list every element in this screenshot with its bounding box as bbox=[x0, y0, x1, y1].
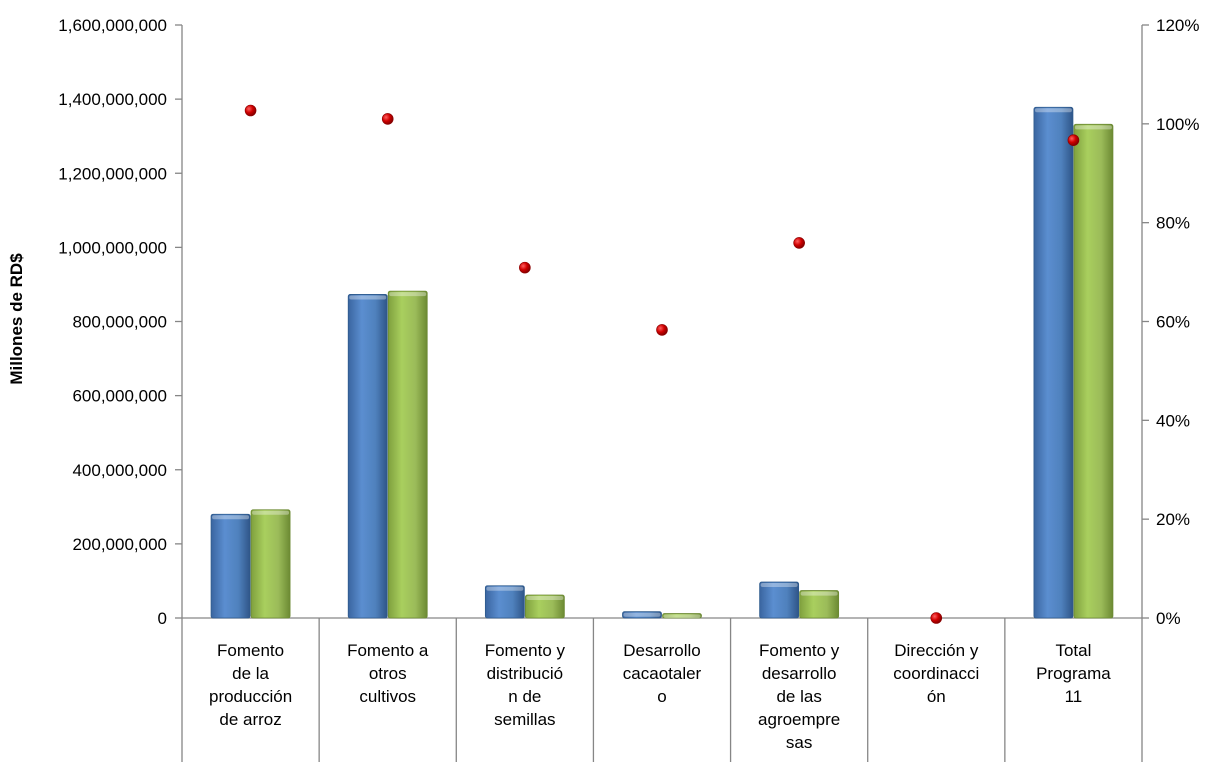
y-tick-label: 0 bbox=[158, 609, 167, 628]
points bbox=[244, 104, 1080, 624]
y-axis-title: Millones de RD$ bbox=[7, 253, 26, 385]
y-tick-label: 1,000,000,000 bbox=[58, 238, 167, 257]
bar-highlight bbox=[389, 292, 427, 297]
x-category-label: Fomento y distribució n de semillas bbox=[485, 641, 566, 729]
percent-point bbox=[1067, 134, 1080, 146]
y-tick-label: 800,000,000 bbox=[72, 313, 167, 332]
bar-highlight bbox=[623, 612, 661, 617]
bar-highlight bbox=[800, 591, 838, 596]
bar-series-1 bbox=[347, 294, 388, 619]
x-category-label: Desarrollo cacaotaler o bbox=[623, 641, 702, 706]
y-tick-label: 200,000,000 bbox=[72, 535, 167, 554]
percent-point bbox=[793, 237, 805, 249]
y2-tick-label: 120% bbox=[1156, 16, 1199, 35]
bar-highlight bbox=[760, 583, 798, 588]
bar-series-2 bbox=[1073, 123, 1114, 619]
bar-series-1 bbox=[1033, 106, 1074, 619]
bar-series-2 bbox=[250, 509, 291, 619]
y2-tick-label: 80% bbox=[1156, 214, 1190, 233]
bar-series-2 bbox=[387, 290, 428, 619]
labels: 0 200,000,000 400,000,000 600,000,000 800,00… bbox=[58, 16, 1199, 752]
y-tick-label: 1,400,000,000 bbox=[58, 90, 167, 109]
y2-tick-label: 0% bbox=[1156, 609, 1181, 628]
x-category-label: Fomento de la producción de arroz bbox=[209, 641, 292, 729]
bar-highlight bbox=[212, 515, 250, 520]
x-category-label: Total Programa 11 bbox=[1036, 641, 1111, 706]
bar-highlight bbox=[252, 510, 290, 515]
bar-series-2 bbox=[662, 613, 702, 619]
percent-point bbox=[930, 612, 943, 624]
bar-series-1 bbox=[759, 581, 800, 619]
bar-highlight bbox=[526, 596, 564, 601]
y2-tick-label: 100% bbox=[1156, 115, 1199, 134]
y2-tick-label: 40% bbox=[1156, 411, 1190, 430]
y-tick-label: 1,600,000,000 bbox=[58, 16, 167, 35]
bar-series-1 bbox=[622, 611, 662, 619]
percent-point bbox=[656, 324, 668, 336]
x-category-label: Dirección y coordinacci ón bbox=[893, 641, 979, 706]
x-category-label: Fomento y desarrollo de las agroempre sas bbox=[758, 641, 840, 752]
axes bbox=[175, 24, 1149, 762]
y2-tick-label: 60% bbox=[1156, 313, 1190, 332]
x-category-label: Fomento a otros cultivos bbox=[347, 641, 429, 706]
y-tick-label: 1,200,000,000 bbox=[58, 164, 167, 183]
bar-highlight bbox=[663, 614, 701, 618]
bar-highlight bbox=[1034, 108, 1072, 113]
bar-series-1 bbox=[484, 585, 525, 619]
percent-point bbox=[244, 104, 257, 117]
bar-highlight bbox=[1074, 125, 1112, 130]
bar-highlight bbox=[349, 295, 387, 300]
y-tick-label: 600,000,000 bbox=[72, 387, 167, 406]
bar-series-2 bbox=[524, 594, 565, 619]
y2-tick-label: 20% bbox=[1156, 510, 1190, 529]
y-tick-label: 400,000,000 bbox=[72, 461, 167, 480]
bar-series-2 bbox=[799, 590, 840, 619]
percent-point bbox=[519, 261, 531, 274]
bar-highlight bbox=[486, 586, 524, 591]
percent-point bbox=[381, 113, 394, 125]
bar-series-1 bbox=[210, 513, 251, 619]
bars bbox=[210, 106, 1114, 619]
